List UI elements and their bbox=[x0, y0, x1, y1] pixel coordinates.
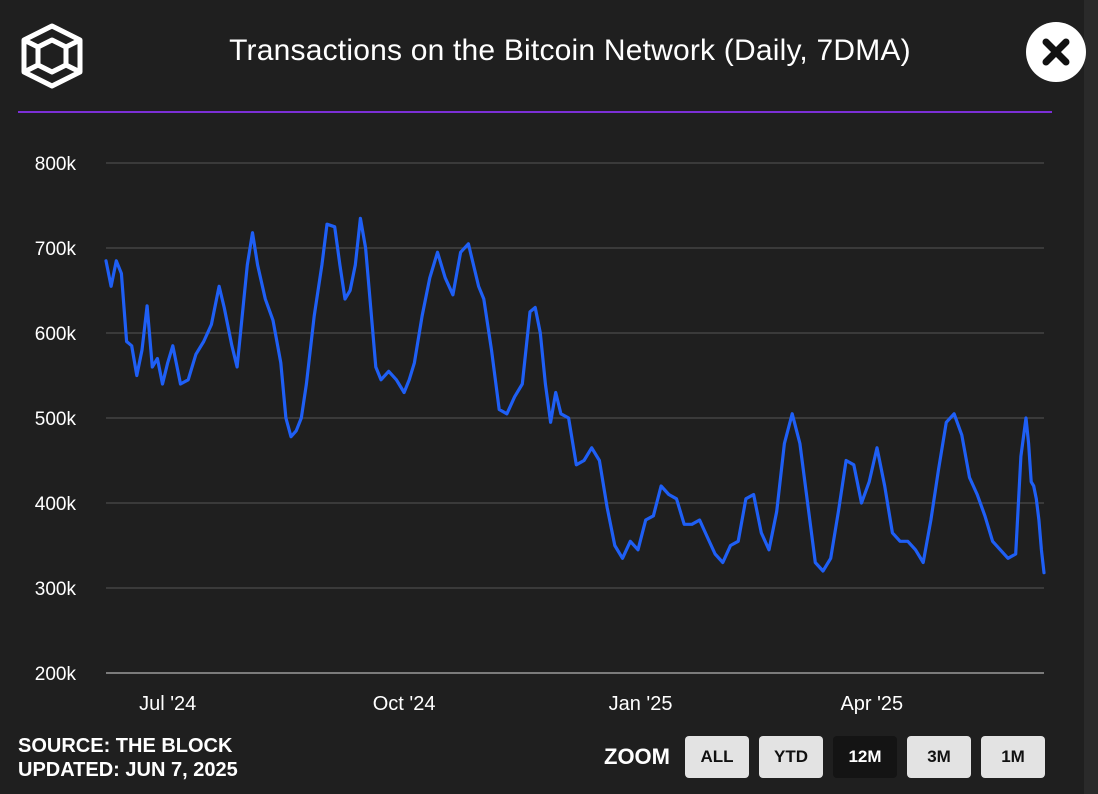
zoom-button-ytd[interactable]: YTD bbox=[759, 736, 823, 778]
y-tick-label: 500k bbox=[35, 409, 77, 430]
source-text: SOURCE: THE BLOCK bbox=[18, 735, 233, 757]
chart-title: Transactions on the Bitcoin Network (Dai… bbox=[229, 34, 911, 67]
y-tick-label: 800k bbox=[35, 154, 77, 175]
zoom-button-1m[interactable]: 1M bbox=[981, 736, 1045, 778]
close-icon bbox=[1042, 38, 1070, 66]
zoom-button-12m[interactable]: 12M bbox=[833, 736, 897, 778]
updated-text: UPDATED: JUN 7, 2025 bbox=[18, 759, 238, 781]
x-tick-label: Apr '25 bbox=[840, 693, 903, 715]
zoom-button-3m[interactable]: 3M bbox=[907, 736, 971, 778]
y-tick-label: 600k bbox=[35, 324, 77, 345]
x-tick-label: Jul '24 bbox=[139, 693, 196, 715]
y-tick-label: 300k bbox=[35, 579, 77, 600]
x-tick-label: Jan '25 bbox=[609, 693, 673, 715]
series-line bbox=[104, 216, 1046, 575]
x-tick-label: Oct '24 bbox=[373, 693, 436, 715]
the-block-logo-icon bbox=[21, 23, 83, 89]
scrollbar-strip bbox=[1084, 0, 1098, 794]
zoom-button-all[interactable]: ALL bbox=[685, 736, 749, 778]
y-tick-label: 400k bbox=[35, 494, 77, 515]
y-tick-label: 200k bbox=[35, 664, 77, 685]
source-note: SOURCE: THE BLOCK UPDATED: JUN 7, 2025 bbox=[18, 734, 238, 782]
zoom-label: ZOOM bbox=[604, 744, 670, 769]
close-button[interactable] bbox=[1026, 22, 1086, 82]
y-tick-label: 700k bbox=[35, 239, 77, 260]
title-divider bbox=[18, 111, 1052, 113]
